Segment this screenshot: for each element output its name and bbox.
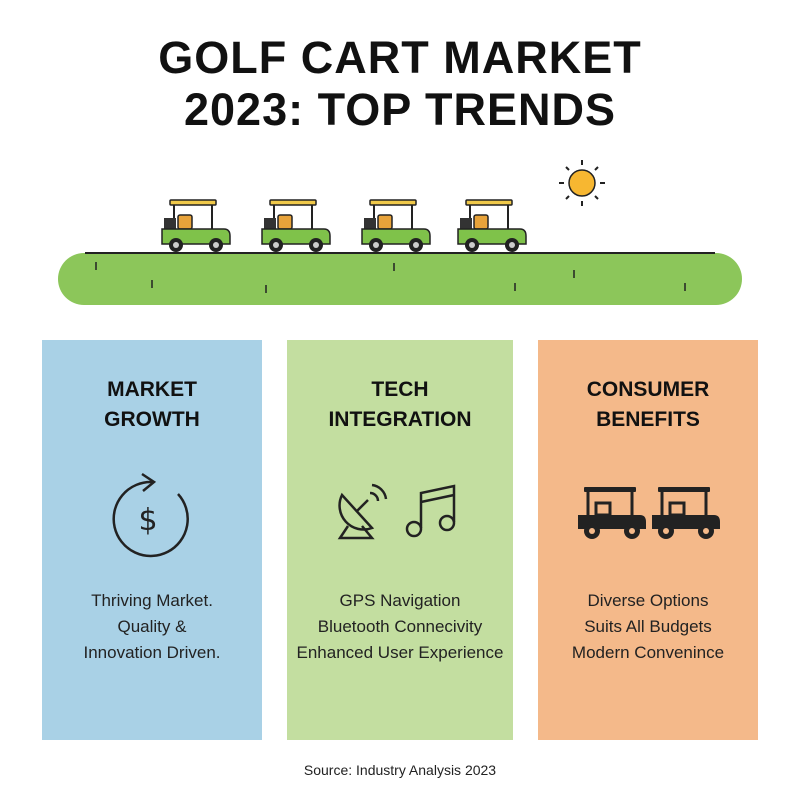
panel-text: Diverse Options <box>587 591 709 610</box>
panel-text: Suits All Budgets <box>584 617 712 636</box>
golf-cart <box>361 199 431 253</box>
panel-consumer-benefits <box>538 340 758 740</box>
grass <box>58 253 742 305</box>
panel-title: BENEFITS <box>596 408 700 431</box>
music-icon <box>405 484 456 538</box>
panel-title: TECH <box>371 378 429 401</box>
panel-tech-integration <box>287 340 513 740</box>
golf-cart <box>457 199 527 253</box>
panel-text: Innovation Driven. <box>83 643 221 662</box>
golf-cart <box>161 199 231 253</box>
cart-icon <box>650 485 722 541</box>
panel-text: Bluetooth Connecivity <box>317 617 483 636</box>
panel-title: INTEGRATION <box>328 408 472 431</box>
panel-text: Enhanced User Experience <box>296 643 504 662</box>
title-line: GOLF CART MARKET <box>158 32 642 83</box>
panel-title: CONSUMER <box>586 378 710 401</box>
gps-icon <box>337 483 388 540</box>
panel-title: GROWTH <box>104 408 200 431</box>
panel-text: Quality & <box>117 617 187 636</box>
panel-text: Modern Convenince <box>571 643 725 662</box>
growth-icon: $ <box>112 472 189 558</box>
golf-cart <box>261 199 331 253</box>
panel-title: MARKET <box>107 378 197 401</box>
source: Source: Industry Analysis 2023 <box>303 762 497 778</box>
panel-text: GPS Navigation <box>339 591 461 610</box>
sun <box>559 160 605 206</box>
panel-text: Thriving Market. <box>91 591 213 610</box>
svg-text:$: $ <box>138 503 157 538</box>
cart-icon <box>576 485 648 541</box>
title-line: 2023: TOP TRENDS <box>184 84 616 135</box>
panel-market-growth <box>42 340 262 740</box>
grass-marks <box>95 262 686 293</box>
